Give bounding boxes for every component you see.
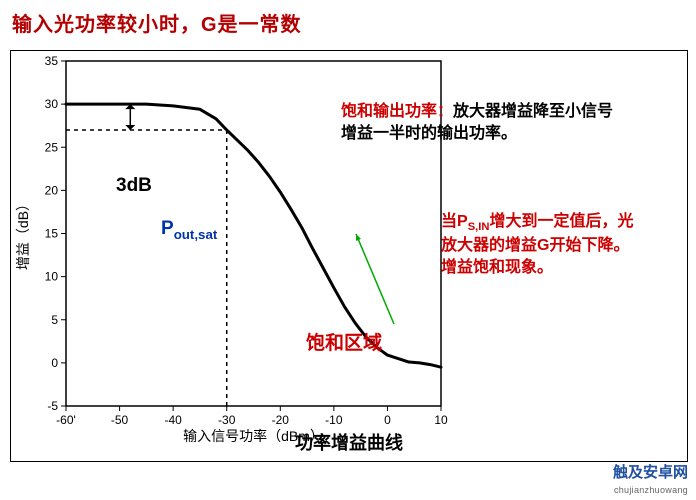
chart-caption: 功率增益曲线 (11, 429, 687, 455)
growth-l1a: 当P (441, 213, 468, 230)
annotation-sat-output-power: 饱和输出功率：放大器增益降至小信号 增益一半时的输出功率。 (341, 101, 613, 144)
svg-text:35: 35 (45, 54, 59, 68)
pout-main: P (161, 218, 174, 239)
watermark-en: chujianzhuowang (614, 485, 688, 495)
growth-l1b: 增大到一定值后，光 (489, 213, 633, 230)
svg-text:-60': -60' (56, 413, 76, 427)
growth-l2: 放大器的增益G开始下降。 (441, 237, 629, 254)
growth-sub: S,IN (468, 221, 490, 233)
svg-text:-10: -10 (325, 413, 343, 427)
watermark-cn: 触及安卓网 (613, 464, 688, 481)
svg-text:0: 0 (384, 413, 391, 427)
svg-text:-5: -5 (47, 399, 58, 413)
growth-l3: 增益饱和现象。 (441, 259, 553, 276)
svg-text:10: 10 (45, 270, 59, 284)
slide-title: 输入光功率较小时，G是一常数 (12, 8, 302, 37)
pout-sub: out,sat (174, 227, 218, 242)
annotation-saturation-region: 饱和区域 (306, 331, 382, 357)
sop-body1: 放大器增益降至小信号 (453, 103, 613, 120)
annotation-growth-note: 当PS,IN增大到一定值后，光 放大器的增益G开始下降。 增益饱和现象。 (441, 211, 633, 278)
svg-text:-30: -30 (218, 413, 236, 427)
svg-text:-50: -50 (111, 413, 129, 427)
svg-text:30: 30 (45, 97, 59, 111)
svg-text:-40: -40 (164, 413, 182, 427)
watermark: 触及安卓网 chujianzhuowang (613, 461, 688, 496)
svg-text:0: 0 (51, 356, 58, 370)
svg-text:15: 15 (45, 227, 59, 241)
sop-body2: 增益一半时的输出功率。 (341, 125, 517, 142)
annotation-pout-sat: Pout,sat (161, 216, 217, 244)
svg-text:10: 10 (434, 413, 448, 427)
svg-text:增益（dB）: 增益（dB） (15, 197, 31, 270)
chart-container: -60'-50-40-30-20-10010-505101520253035 输… (10, 50, 688, 462)
annotation-3db: 3dB (116, 173, 152, 199)
sop-label: 饱和输出功率： (341, 103, 453, 120)
svg-text:20: 20 (45, 183, 59, 197)
svg-text:5: 5 (51, 313, 58, 327)
svg-text:25: 25 (45, 140, 59, 154)
svg-text:-20: -20 (272, 413, 290, 427)
